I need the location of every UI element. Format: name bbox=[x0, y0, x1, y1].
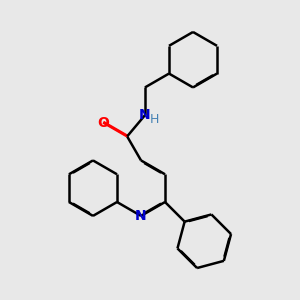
Text: H: H bbox=[150, 113, 159, 126]
Text: N: N bbox=[135, 209, 147, 223]
Text: O: O bbox=[97, 116, 109, 130]
Text: N: N bbox=[139, 108, 151, 122]
